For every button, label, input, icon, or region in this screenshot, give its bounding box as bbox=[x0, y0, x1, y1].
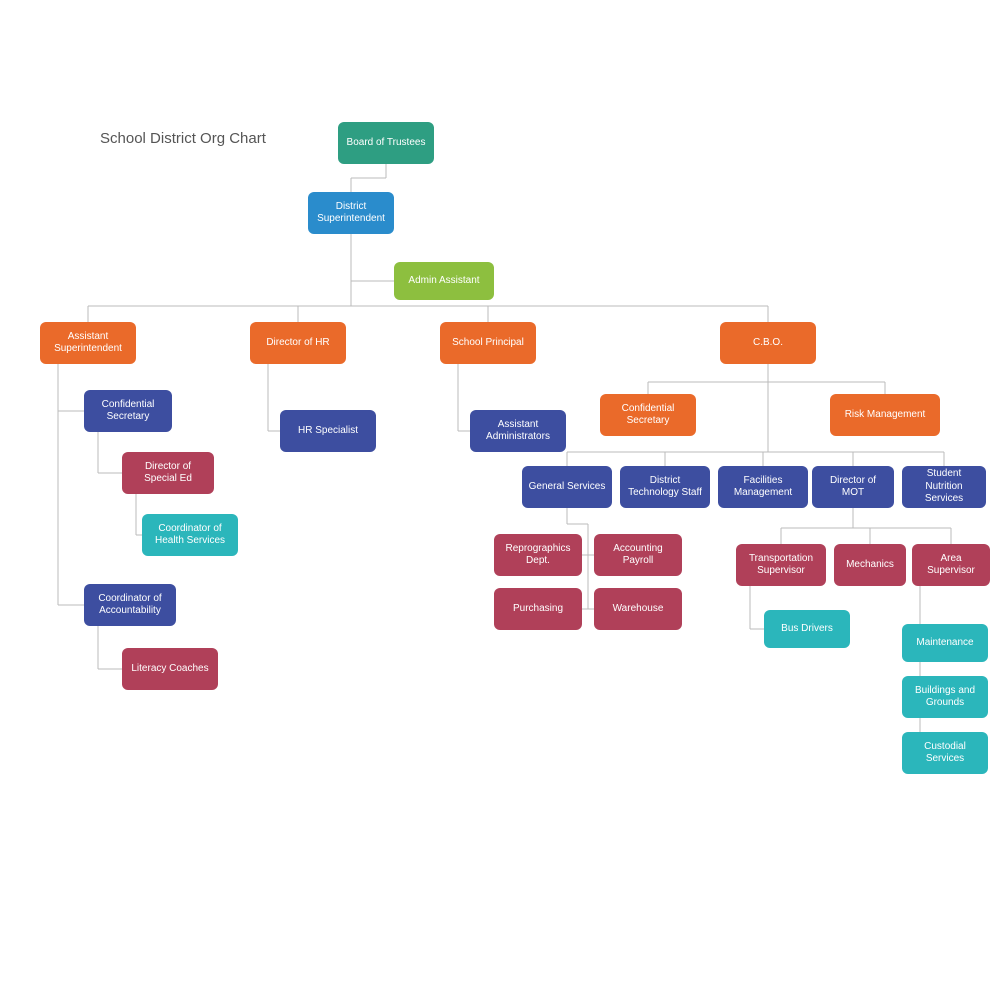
node-acct_payroll: Accounting Payroll bbox=[594, 534, 682, 576]
node-cbo: C.B.O. bbox=[720, 322, 816, 364]
node-conf_sec2: Confidential Secretary bbox=[600, 394, 696, 436]
node-dir_hr: Director of HR bbox=[250, 322, 346, 364]
node-conf_sec1: Confidential Secretary bbox=[84, 390, 172, 432]
node-dist_tech: District Technology Staff bbox=[620, 466, 710, 508]
node-purchasing: Purchasing bbox=[494, 588, 582, 630]
node-warehouse: Warehouse bbox=[594, 588, 682, 630]
node-custodial: Custodial Services bbox=[902, 732, 988, 774]
node-superintendent: District Superintendent bbox=[308, 192, 394, 234]
node-area_sup: Area Supervisor bbox=[912, 544, 990, 586]
node-bus_drivers: Bus Drivers bbox=[764, 610, 850, 648]
node-transport_sup: Transportation Supervisor bbox=[736, 544, 826, 586]
node-gen_services: General Services bbox=[522, 466, 612, 508]
node-maintenance: Maintenance bbox=[902, 624, 988, 662]
node-dir_special_ed: Director of Special Ed bbox=[122, 452, 214, 494]
chart-title: School District Org Chart bbox=[100, 130, 266, 147]
node-mechanics: Mechanics bbox=[834, 544, 906, 586]
node-hr_spec: HR Specialist bbox=[280, 410, 376, 452]
node-asst_super: Assistant Superintendent bbox=[40, 322, 136, 364]
node-coord_acct: Coordinator of Accountability bbox=[84, 584, 176, 626]
node-dir_mot: Director of MOT bbox=[812, 466, 894, 508]
node-nutrition: Student Nutrition Services bbox=[902, 466, 986, 508]
node-buildings: Buildings and Grounds bbox=[902, 676, 988, 718]
node-principal: School Principal bbox=[440, 322, 536, 364]
node-board: Board of Trustees bbox=[338, 122, 434, 164]
node-coord_health: Coordinator of Health Services bbox=[142, 514, 238, 556]
node-admin: Admin Assistant bbox=[394, 262, 494, 300]
node-facilities: Facilities Management bbox=[718, 466, 808, 508]
node-literacy: Literacy Coaches bbox=[122, 648, 218, 690]
node-risk_mgmt: Risk Management bbox=[830, 394, 940, 436]
node-repro: Reprographics Dept. bbox=[494, 534, 582, 576]
node-asst_admin: Assistant Administrators bbox=[470, 410, 566, 452]
